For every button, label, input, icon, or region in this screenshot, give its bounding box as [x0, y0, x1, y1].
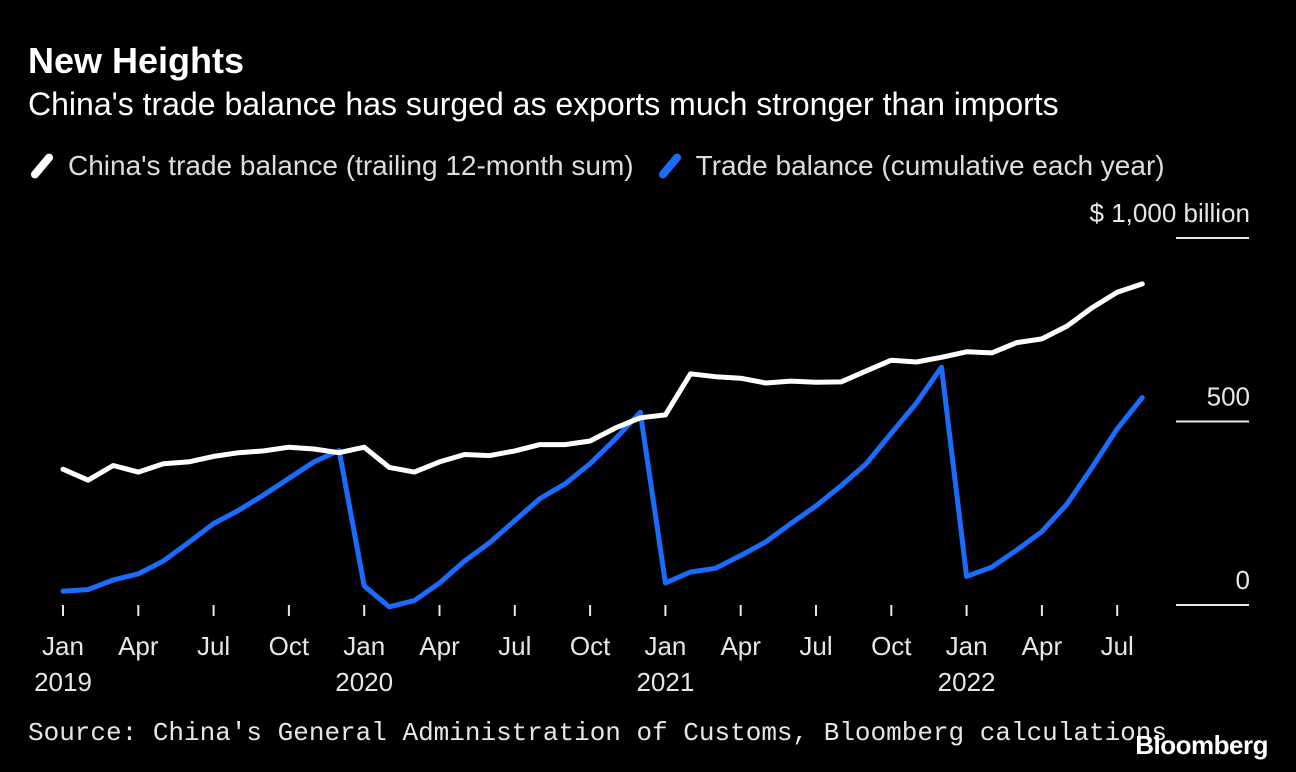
source-note: Source: China's General Administration o…	[28, 718, 1167, 748]
y-tick-label-0: $ 1,000 billion	[1090, 198, 1250, 228]
legend-item-cumulative: Trade balance (cumulative each year)	[656, 150, 1165, 182]
y-tick-label-1: 500	[1207, 382, 1250, 412]
x-tick-label-13: Apr	[1022, 631, 1063, 661]
series-line-1	[60, 364, 1145, 610]
x-tick-label-4: Jan	[343, 631, 385, 661]
x-tick-year-12: 2022	[938, 667, 996, 697]
legend: China's trade balance (trailing 12-month…	[28, 150, 1187, 182]
legend-label-cumulative: Trade balance (cumulative each year)	[695, 150, 1165, 181]
x-tick-label-10: Jul	[799, 631, 832, 661]
x-tick-label-3: Oct	[269, 631, 310, 661]
x-tick-label-8: Jan	[644, 631, 686, 661]
legend-item-trailing: China's trade balance (trailing 12-month…	[28, 150, 634, 182]
x-tick-label-7: Oct	[570, 631, 611, 661]
x-tick-label-1: Apr	[118, 631, 159, 661]
series-line-0	[60, 281, 1145, 483]
x-tick-label-6: Jul	[498, 631, 531, 661]
x-tick-label-12: Jan	[946, 631, 988, 661]
x-tick-year-8: 2021	[636, 667, 694, 697]
x-tick-label-9: Apr	[720, 631, 761, 661]
x-tick-label-2: Jul	[197, 631, 230, 661]
x-tick-label-11: Oct	[871, 631, 912, 661]
x-tick-label-0: Jan	[42, 631, 84, 661]
bloomberg-logo: Bloomberg	[1135, 730, 1268, 760]
y-tick-label-2: 0	[1236, 565, 1250, 595]
x-tick-year-4: 2020	[335, 667, 393, 697]
chart-subtitle: China's trade balance has surged as expo…	[28, 86, 1059, 122]
legend-label-trailing: China's trade balance (trailing 12-month…	[68, 150, 634, 181]
x-tick-year-0: 2019	[34, 667, 92, 697]
chart-title: New Heights	[28, 40, 245, 81]
x-tick-label-14: Jul	[1101, 631, 1134, 661]
x-tick-label-5: Apr	[419, 631, 460, 661]
